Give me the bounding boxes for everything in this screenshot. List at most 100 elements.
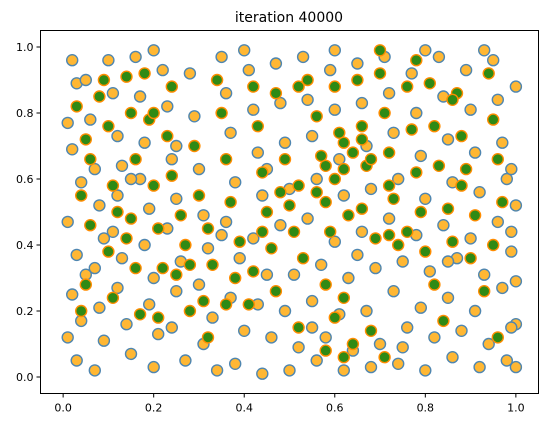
scatter-point-0-57	[210, 364, 224, 377]
scatter-point-0-158	[505, 162, 518, 176]
scatter-point-1-24	[165, 169, 179, 182]
scatter-point-0-52	[197, 209, 210, 222]
scatter-point-1-66	[355, 119, 369, 133]
scatter-point-0-152	[491, 215, 504, 229]
scatter-point-0-55	[206, 311, 219, 324]
scatter-point-0-36	[147, 271, 160, 285]
scatter-point-0-111	[364, 360, 378, 374]
scatter-point-1-119	[210, 73, 224, 87]
scatter-point-0-83	[292, 341, 305, 354]
scatter-point-1-43	[256, 166, 269, 179]
scatter-point-1-17	[138, 67, 151, 80]
scatter-point-0-51	[192, 162, 206, 176]
scatter-point-1-2	[74, 189, 88, 202]
scatter-point-0-66	[228, 357, 242, 370]
scatter-point-0-88	[310, 172, 323, 186]
scatter-point-0-40	[156, 63, 169, 77]
scatter-point-0-123	[414, 149, 427, 163]
y-tick-label: 0.8	[16, 107, 34, 120]
scatter-point-1-61	[337, 162, 350, 176]
scatter-point-0-34	[142, 202, 156, 215]
scatter-point-0-98	[328, 235, 341, 248]
scatter-point-1-104	[355, 133, 369, 146]
scatter-point-0-59	[219, 86, 233, 100]
scatter-point-1-108	[364, 152, 378, 166]
scatter-point-1-114	[219, 298, 233, 311]
scatter-point-1-59	[328, 80, 341, 93]
scatter-point-1-65	[351, 73, 364, 87]
scatter-point-1-56	[319, 195, 332, 209]
scatter-point-0-31	[133, 90, 147, 103]
scatter-point-1-11	[120, 70, 133, 83]
scatter-point-1-60	[333, 126, 346, 140]
scatter-point-1-27	[170, 268, 183, 281]
scatter-point-1-80	[414, 205, 427, 219]
scatter-point-0-169	[396, 341, 409, 354]
scatter-point-1-38	[233, 235, 246, 248]
scatter-point-1-122	[328, 311, 341, 324]
scatter-point-0-74	[265, 331, 278, 344]
scatter-point-0-128	[428, 331, 441, 344]
scatter-point-0-24	[111, 189, 124, 202]
scatter-point-0-62	[219, 215, 233, 229]
scatter-point-0-89	[301, 212, 314, 225]
scatter-point-0-120	[392, 357, 405, 370]
scatter-point-0-122	[410, 106, 423, 120]
scatter-point-1-91	[459, 162, 473, 176]
scatter-point-0-77	[274, 96, 287, 110]
scatter-point-1-93	[464, 252, 477, 265]
scatter-point-1-82	[428, 278, 441, 291]
scatter-point-0-13	[88, 162, 102, 176]
scatter-point-0-107	[355, 225, 369, 239]
scatter-point-1-103	[319, 159, 332, 173]
y-tick-label: 0.0	[16, 371, 34, 384]
scatter-point-0-1	[65, 54, 79, 67]
scatter-point-1-112	[256, 225, 269, 239]
scatter-point-0-84	[283, 364, 296, 377]
scatter-point-1-3	[84, 218, 97, 232]
scatter-point-1-35	[215, 106, 228, 120]
scatter-point-1-69	[369, 232, 382, 245]
scatter-point-0-127	[414, 301, 427, 314]
scatter-point-1-39	[228, 271, 242, 285]
scatter-point-0-90	[315, 258, 328, 271]
scatter-point-0-21	[106, 86, 120, 100]
scatter-point-1-99	[487, 238, 500, 252]
scatter-point-0-126	[423, 265, 436, 278]
scatter-point-1-0	[70, 100, 83, 113]
scatter-point-1-13	[129, 152, 142, 166]
scatter-point-1-58	[319, 344, 332, 357]
scatter-point-0-63	[233, 252, 246, 265]
scatter-point-0-35	[138, 238, 151, 252]
scatter-point-0-134	[437, 218, 450, 232]
scatter-point-1-10	[106, 291, 120, 304]
scatter-point-0-143	[464, 232, 477, 245]
scatter-point-0-116	[382, 212, 396, 225]
scatter-point-0-86	[301, 93, 314, 107]
scatter-point-1-100	[491, 331, 504, 344]
scatter-point-0-16	[88, 261, 102, 275]
scatter-point-0-151	[500, 172, 513, 186]
scatter-point-0-47	[165, 321, 179, 334]
scatter-point-0-109	[360, 304, 373, 318]
scatter-point-0-137	[455, 324, 468, 337]
scatter-point-0-144	[478, 268, 491, 281]
scatter-point-1-96	[487, 113, 500, 126]
scatter-point-1-123	[346, 337, 360, 351]
scatter-point-0-129	[419, 364, 432, 377]
scatter-point-1-85	[432, 159, 446, 173]
scatter-point-1-31	[201, 222, 215, 235]
scatter-point-1-1	[79, 133, 93, 146]
scatter-point-0-173	[328, 44, 341, 57]
scatter-point-0-165	[215, 228, 228, 242]
y-tick-label: 0.6	[16, 173, 34, 186]
scatter-point-1-19	[147, 179, 160, 192]
point-layer	[61, 44, 523, 380]
scatter-point-0-70	[256, 189, 269, 202]
scatter-point-0-162	[505, 321, 518, 334]
scatter-point-1-36	[219, 152, 233, 166]
scatter-point-1-77	[401, 80, 414, 93]
scatter-point-1-68	[355, 202, 369, 215]
plot-frame	[40, 30, 539, 394]
scatter-point-1-53	[301, 73, 314, 87]
